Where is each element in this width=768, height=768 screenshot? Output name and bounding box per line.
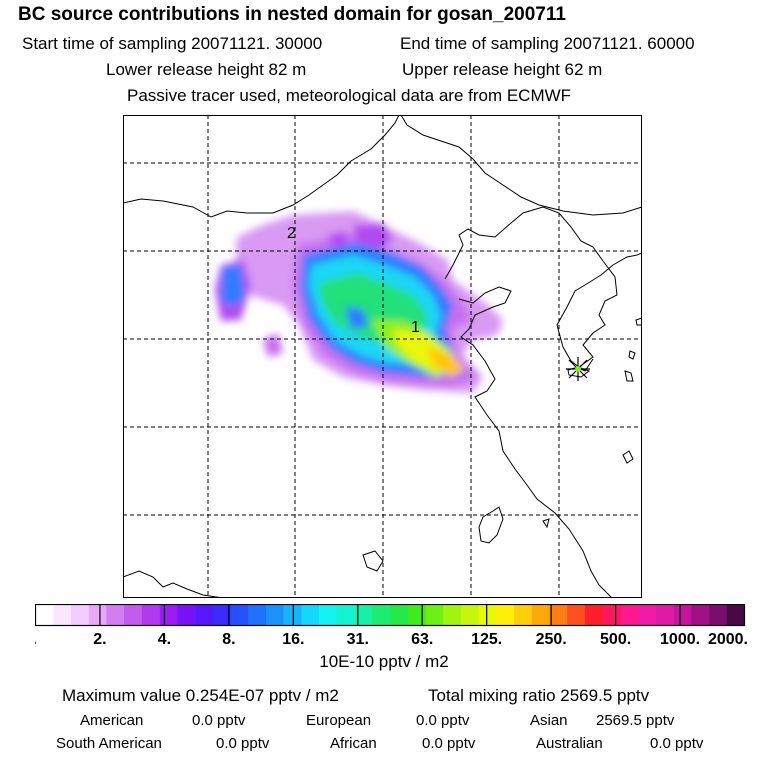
colorbar-cell: [407, 604, 426, 625]
colorbar-cell: [726, 604, 745, 625]
colorbar-tick-labels: 0. 2. 4. 8. 16. 31. 63. 125. 250. 500. 1000. 2000.: [35, 631, 748, 648]
american-label: American: [80, 712, 144, 729]
colorbar-cell: [584, 604, 604, 625]
colorbar-cell: [70, 604, 89, 625]
colorbar: 0. 2. 4. 8. 16. 31. 63. 125. 250. 500. 1000. 2000.: [35, 604, 748, 648]
colorbar-cell: [709, 604, 728, 625]
colorbar-cell: [336, 604, 355, 625]
map-frame: [123, 115, 642, 598]
colorbar-cell: [691, 604, 710, 625]
colorbar-cell: [230, 604, 249, 625]
african-label: African: [330, 735, 377, 752]
colorbar-cell: [620, 604, 639, 625]
colorbar-cell: [425, 604, 444, 625]
plot-title: BC source contributions in nested domain…: [18, 4, 566, 25]
european-value: 0.0 pptv: [416, 712, 470, 729]
lower-height-label: Lower release height 82 m: [106, 60, 307, 79]
colorbar-cell: [106, 604, 125, 625]
colorbar-cell: [212, 604, 231, 625]
colorbar-tick-label: 16.: [282, 631, 304, 648]
marker-label-2: 2: [287, 225, 296, 242]
coastlines: [123, 115, 642, 598]
colorbar-tick-label: 2.: [93, 631, 106, 648]
marker-label-1: 1: [411, 319, 420, 336]
colorbar-cell: [478, 604, 497, 625]
colorbar-tick-label: 8.: [222, 631, 235, 648]
colorbar-unit-label: 10E-10 pptv / m2: [319, 652, 449, 671]
colorbar-tick-label: 2000.: [708, 631, 748, 648]
maximum-value-label: Maximum value 0.254E-07 pptv / m2: [62, 686, 339, 705]
colorbar-cell: [159, 604, 178, 625]
australian-label: Australian: [536, 735, 603, 752]
start-time-label: Start time of sampling 20071121. 30000: [22, 34, 323, 53]
colorbar-cell: [638, 604, 657, 625]
colorbar-tick-label: 125.: [471, 631, 502, 648]
colorbar-cell: [673, 604, 692, 625]
colorbar-cell: [496, 604, 515, 625]
american-value: 0.0 pptv: [192, 712, 246, 729]
colorbar-cell: [177, 604, 196, 625]
colorbar-cell: [35, 604, 54, 625]
colorbar-cell: [514, 604, 533, 625]
asian-label: Asian: [530, 712, 568, 729]
concentration-field: [215, 211, 503, 393]
colorbar-tick-label: 0.: [35, 631, 37, 648]
colorbar-cell: [602, 604, 621, 625]
colorbar-tick-label: 250.: [536, 631, 567, 648]
colorbar-tick-label: 1000.: [660, 631, 700, 648]
australian-value: 0.0 pptv: [650, 735, 704, 752]
colorbar-cell: [549, 604, 568, 625]
colorbar-cell: [124, 604, 143, 625]
colorbar-cell: [655, 604, 674, 625]
colorbar-cell: [319, 604, 338, 625]
colorbar-cell: [265, 604, 284, 625]
colorbar-cell: [443, 604, 462, 625]
colorbar-tick-label: 31.: [347, 631, 369, 648]
receptor-marker: [566, 357, 590, 381]
upper-height-label: Upper release height 62 m: [402, 60, 603, 79]
colorbar-cell: [141, 604, 160, 625]
colorbar-cell: [390, 604, 409, 625]
colorbar-cell: [372, 604, 391, 625]
map-panel: 1 2: [123, 115, 642, 598]
african-value: 0.0 pptv: [422, 735, 476, 752]
tracer-label: Passive tracer used, meteorological data…: [127, 86, 572, 105]
colorbar-tick-label: 500.: [600, 631, 631, 648]
total-mixing-ratio-label: Total mixing ratio 2569.5 pptv: [428, 686, 650, 705]
end-time-label: End time of sampling 20071121. 60000: [400, 34, 695, 53]
colorbar-cells: [35, 604, 745, 625]
colorbar-cell: [248, 604, 267, 625]
grid-lines: [123, 115, 642, 598]
colorbar-cell: [88, 604, 107, 625]
colorbar-tick-label: 4.: [158, 631, 171, 648]
european-label: European: [306, 712, 372, 729]
colorbar-cell: [531, 604, 550, 625]
colorbar-cell: [283, 604, 302, 625]
south-american-label: South American: [56, 735, 162, 752]
asian-value: 2569.5 pptv: [596, 712, 675, 729]
south-american-value: 0.0 pptv: [216, 735, 270, 752]
colorbar-cell: [195, 604, 214, 625]
colorbar-tick-label: 63.: [411, 631, 433, 648]
colorbar-cell: [354, 604, 373, 625]
colorbar-cell: [53, 604, 72, 625]
colorbar-cell: [301, 604, 320, 625]
colorbar-cell: [460, 604, 479, 625]
colorbar-cell: [567, 604, 586, 625]
